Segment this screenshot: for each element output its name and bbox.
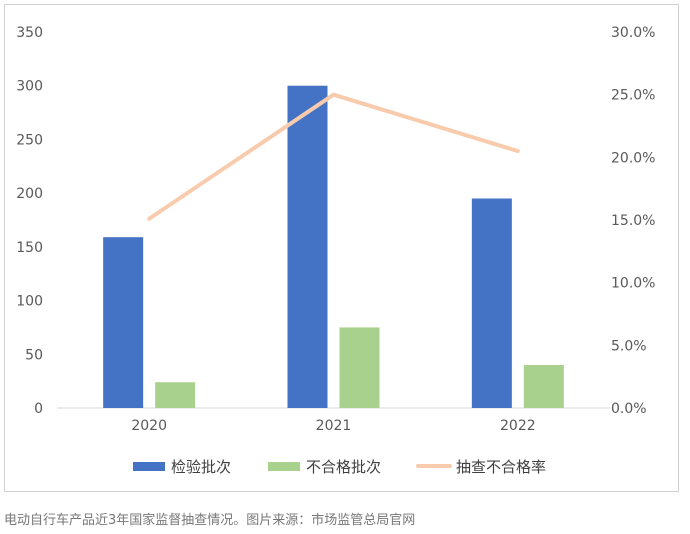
left-axis-tick-label: 100 — [16, 294, 43, 310]
legend: 检验批次 不合格批次 抽查不合格率 — [133, 458, 546, 476]
bar-2021-inspected — [287, 85, 328, 408]
legend-label: 抽查不合格率 — [456, 458, 546, 476]
rate-line-path — [147, 92, 520, 221]
chart-canvas: 0 50 100 150 200 250 300 350 0.0% 5.0% 10.0% 15.0%… — [16, 25, 655, 476]
left-axis-tick-label: 350 — [16, 25, 43, 41]
legend-key-1 — [268, 462, 300, 471]
left-axis-tick-label: 150 — [16, 240, 43, 256]
right-axis-tick-label: 20.0% — [611, 150, 655, 166]
bars — [103, 85, 564, 408]
rate-line — [147, 92, 520, 221]
x-axis-tick-label: 2020 — [131, 418, 167, 434]
bar-2020-failed — [155, 382, 196, 408]
bar-2022-inspected — [471, 198, 512, 408]
left-axis-tick-label: 0 — [34, 401, 43, 417]
left-axis-tick-label: 200 — [16, 186, 43, 202]
figure-caption: 电动自行车产品近3年国家监督抽查情况。图片来源：市场监管总局官网 — [4, 513, 416, 528]
right-axis-tick-label: 10.0% — [611, 276, 655, 292]
chart-frame: 0 50 100 150 200 250 300 350 0.0% 5.0% 10.0% 15.0%… — [4, 4, 679, 492]
right-axis-ticks: 0.0% 5.0% 10.0% 15.0% 20.0% 25.0% 30.0% — [611, 25, 655, 417]
legend-key-0 — [133, 462, 165, 471]
left-axis-ticks: 0 50 100 150 200 250 300 350 — [16, 25, 43, 417]
left-axis-tick-label: 50 — [25, 347, 43, 363]
x-axis-ticks: 2020 2021 2022 — [131, 418, 535, 434]
left-axis-tick-label: 250 — [16, 132, 43, 148]
bar-2021-failed — [339, 327, 380, 408]
legend-label: 检验批次 — [171, 458, 231, 476]
right-axis-tick-label: 30.0% — [611, 25, 655, 41]
right-axis-tick-label: 0.0% — [611, 401, 647, 417]
bar-2020-inspected — [103, 237, 144, 408]
right-axis-tick-label: 15.0% — [611, 213, 655, 229]
right-axis-tick-label: 25.0% — [611, 88, 655, 104]
bar-2022-failed — [523, 365, 564, 408]
right-axis-tick-label: 5.0% — [611, 338, 647, 354]
x-axis-tick-label: 2022 — [500, 418, 536, 434]
left-axis-tick-label: 300 — [16, 79, 43, 95]
x-axis-tick-label: 2021 — [316, 418, 352, 434]
legend-label: 不合格批次 — [306, 458, 381, 476]
